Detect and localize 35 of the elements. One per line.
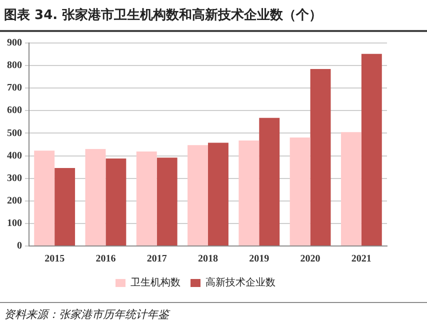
- y-tick-label: 700: [7, 82, 22, 94]
- bar: [259, 118, 280, 246]
- legend-label: 卫生机构数: [130, 276, 180, 289]
- bar: [106, 158, 126, 246]
- y-tick-label: 100: [7, 218, 22, 230]
- y-tick-label: 200: [7, 195, 22, 206]
- bar: [54, 168, 76, 246]
- x-tick-label: 2019: [249, 254, 270, 265]
- y-tick-label: 800: [7, 60, 22, 72]
- x-tick-label: 2018: [198, 254, 218, 265]
- y-tick-label: 900: [7, 38, 22, 49]
- chart-title: 图表 34. 张家港市卫生机构数和高新技术企业数（个）: [4, 6, 322, 24]
- bar: [85, 149, 106, 246]
- bar: [156, 158, 178, 246]
- legend-label: 高新技术企业数: [206, 276, 276, 289]
- x-tick-label: 2017: [146, 254, 167, 265]
- x-tick-label: 2016: [96, 254, 116, 265]
- y-tick-label: 500: [7, 128, 22, 139]
- bar: [238, 140, 260, 246]
- y-tick-label: 0: [17, 240, 22, 252]
- x-tick-label: 2015: [44, 254, 65, 265]
- bar: [136, 151, 157, 246]
- bar: [290, 138, 310, 246]
- y-tick-label: 400: [7, 150, 22, 162]
- y-tick-label: 600: [7, 105, 22, 116]
- bar: [208, 142, 228, 246]
- bar: [340, 132, 362, 246]
- x-tick-label: 2021: [351, 254, 372, 265]
- bar: [34, 150, 55, 246]
- bar: [310, 68, 331, 246]
- x-tick-label: 2020: [300, 254, 320, 265]
- bar: [361, 54, 382, 246]
- text: 资料来源：张家港市历年统计年鉴: [4, 307, 169, 322]
- y-tick-label: 300: [7, 172, 22, 184]
- bar: [188, 145, 208, 246]
